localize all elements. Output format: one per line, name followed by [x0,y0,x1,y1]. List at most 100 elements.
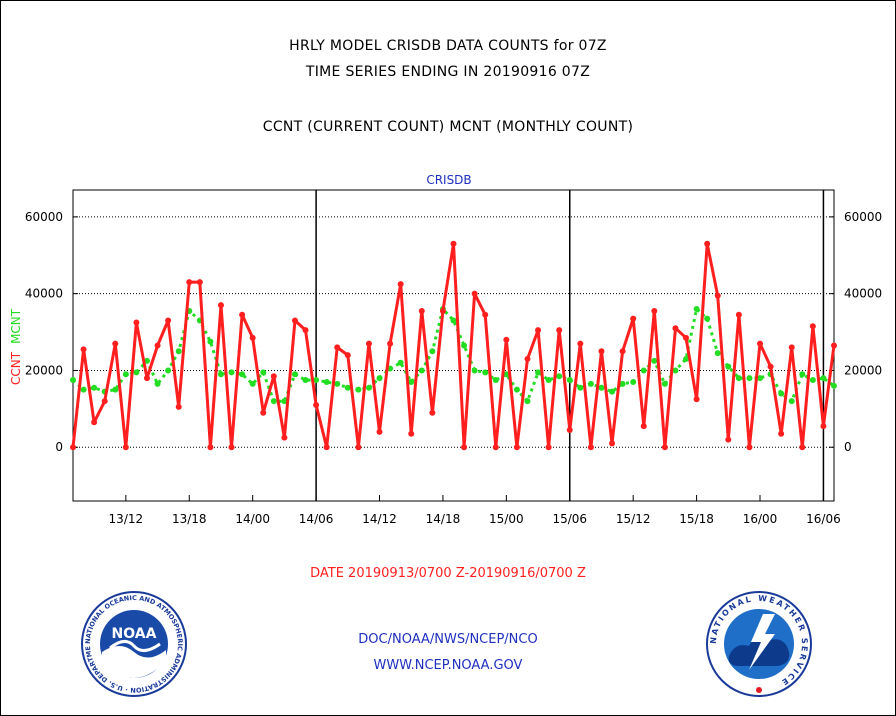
y-tick-label-right: 20000 [844,363,882,377]
x-tick-label: 15/00 [489,512,524,526]
y-tick-label-right: 40000 [844,287,882,301]
data-point-mcnt [566,377,573,384]
data-point-mcnt [640,367,647,374]
data-point-mcnt [281,398,288,405]
data-point-ccnt [122,444,129,451]
data-point-ccnt [587,444,594,451]
data-point-ccnt [143,375,150,382]
data-point-ccnt [661,444,668,451]
data-point-mcnt [461,342,468,349]
data-point-ccnt [471,290,478,297]
data-point-mcnt [788,398,795,405]
data-point-ccnt [450,240,457,247]
data-point-mcnt [355,386,362,393]
data-point-ccnt [545,444,552,451]
data-point-ccnt [133,319,140,326]
footer-website[interactable]: WWW.NCEP.NOAA.GOV [373,658,523,673]
nws-logo: NATIONAL WEATHER SERVICE [706,591,812,697]
chart-title-line1: HRLY MODEL CRISDB DATA COUNTS for 07Z [289,38,607,54]
data-point-ccnt [683,334,690,341]
data-point-ccnt [566,426,573,433]
data-point-ccnt [249,334,256,341]
data-point-mcnt [630,378,637,385]
data-point-ccnt [831,342,837,349]
data-point-ccnt [260,409,267,416]
x-tick-label: 16/00 [743,512,778,526]
data-point-mcnt [133,369,140,376]
x-tick-label: 15/18 [679,512,714,526]
data-point-ccnt [609,440,616,447]
data-point-ccnt [778,430,785,437]
data-point-mcnt [313,377,320,384]
y-axis-label-mcnt: MCNT [9,308,23,344]
x-tick-label: 15/06 [552,512,587,526]
y-tick-label-left: 20000 [25,363,63,377]
data-point-ccnt [334,344,341,351]
series-line-ccnt [71,242,836,449]
data-point-mcnt [704,315,711,322]
x-tick-label: 14/12 [362,512,397,526]
data-point-ccnt [651,307,658,314]
data-point-mcnt [334,380,341,387]
data-point-ccnt [175,403,182,410]
data-point-mcnt [429,348,436,355]
data-point-ccnt [281,434,288,441]
data-point-ccnt [735,311,742,318]
y-tick-label-left: 0 [55,440,63,454]
data-point-ccnt [429,409,436,416]
data-point-ccnt [788,344,795,351]
data-point-ccnt [165,317,172,324]
data-point-ccnt [387,340,394,347]
data-point-mcnt [609,388,616,395]
data-point-mcnt [725,363,732,370]
data-point-mcnt [376,375,383,382]
data-point-mcnt [418,367,425,374]
data-point-mcnt [577,384,584,391]
data-point-ccnt [619,348,626,355]
data-point-mcnt [175,348,182,355]
data-point-ccnt [725,436,732,443]
data-point-ccnt [767,363,774,370]
x-tick-label: 14/06 [299,512,334,526]
y-axis-label: CCNT MCNT [9,308,23,385]
data-point-ccnt [746,444,753,451]
data-point-ccnt [704,240,711,247]
data-point-mcnt [91,384,98,391]
data-point-mcnt [778,390,785,397]
data-point-ccnt [714,292,721,299]
data-point-ccnt [482,311,489,318]
data-point-mcnt [70,377,76,384]
plot-frame [72,189,835,502]
data-point-ccnt [757,340,764,347]
data-point-ccnt [217,302,224,309]
data-point-ccnt [503,336,510,343]
data-point-mcnt [397,359,404,366]
data-point-mcnt [820,375,827,382]
data-point-ccnt [513,444,520,451]
data-point-mcnt [746,375,753,382]
data-point-ccnt [313,402,320,409]
data-point-ccnt [439,307,446,314]
data-point-mcnt [165,367,172,374]
data-point-mcnt [524,398,531,405]
data-point-ccnt [376,428,383,435]
data-point-ccnt [524,355,531,362]
noaa-logo-text: NOAA [112,626,157,642]
data-point-mcnt [450,317,457,324]
x-tick-label: 14/18 [426,512,461,526]
data-point-ccnt [418,307,425,314]
data-point-mcnt [513,386,520,393]
chart-subtitle: CCNT (CURRENT COUNT) MCNT (MONTHLY COUNT… [262,119,634,135]
data-point-mcnt [207,338,214,345]
data-point-mcnt [651,357,658,364]
data-point-ccnt [408,430,415,437]
data-point-mcnt [535,369,542,376]
data-point-ccnt [556,327,563,334]
data-point-ccnt [535,327,542,334]
data-point-ccnt [101,398,108,405]
data-point-mcnt [683,355,690,362]
data-point-mcnt [503,371,510,378]
data-point-ccnt [70,444,76,451]
data-point-ccnt [302,327,309,334]
